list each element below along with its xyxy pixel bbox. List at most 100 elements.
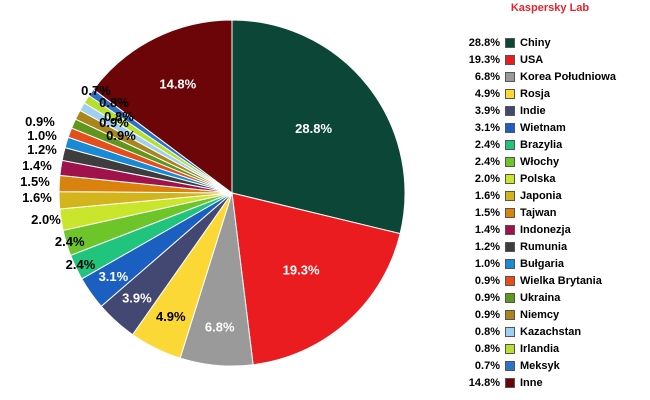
legend-item-14: 1.0% Bułgaria: [440, 255, 645, 272]
legend-swatch: [505, 122, 515, 133]
legend-value: 19.3%: [468, 53, 500, 66]
legend-item-17: 0.9% Niemcy: [440, 306, 645, 323]
legend-swatch: [505, 241, 515, 252]
legend-swatch: [505, 292, 515, 303]
data-label-8: 2.4%: [55, 234, 85, 249]
legend-item-21: 14.8% Inne: [440, 374, 645, 391]
legend-label: Japonia: [520, 189, 562, 202]
legend-item-10: 1.6% Japonia: [440, 187, 645, 204]
legend-label: Meksyk: [520, 359, 560, 372]
legend-value: 1.5%: [474, 206, 500, 219]
pie-chart: 28.8%19.3%6.8%4.9%3.9%3.1%2.4%2.4%2.0%1.…: [20, 19, 406, 367]
legend-value: 3.1%: [474, 121, 500, 134]
legend-value: 1.4%: [474, 223, 500, 236]
legend-label: Włochy: [520, 155, 560, 168]
legend-swatch: [505, 88, 515, 99]
legend-item-8: 2.4% Włochy: [440, 153, 645, 170]
legend-label: Korea Południowa: [520, 70, 616, 83]
legend-label: Tajwan: [520, 206, 557, 219]
legend-item-19: 0.8% Irlandia: [440, 340, 645, 357]
legend-value: 2.0%: [474, 172, 500, 185]
legend-label: Indie: [520, 104, 546, 117]
legend-label: Kazachstan: [520, 325, 582, 338]
legend-label: Chiny: [520, 36, 551, 49]
legend-value: 4.9%: [474, 87, 500, 100]
legend-item-13: 1.2% Rumunia: [440, 238, 645, 255]
data-label-19: 0.8%: [99, 95, 129, 110]
legend-swatch: [505, 71, 515, 82]
data-label-21: 14.8%: [159, 77, 196, 92]
legend-value: 0.8%: [474, 325, 500, 338]
legend-swatch: [505, 326, 515, 337]
legend-label: Ukraina: [520, 291, 561, 304]
legend-value: 0.9%: [474, 308, 500, 321]
legend-value: 28.8%: [468, 36, 500, 49]
data-label-9: 2.0%: [31, 212, 61, 227]
data-label-3: 6.8%: [205, 319, 235, 334]
legend-swatch: [505, 309, 515, 320]
legend-item-4: 4.9% Rosja: [440, 85, 645, 102]
legend-value: 1.6%: [474, 189, 500, 202]
data-label-14: 1.0%: [27, 128, 57, 143]
legend-value: 2.4%: [474, 155, 500, 168]
legend-item-20: 0.7% Meksyk: [440, 357, 645, 374]
legend-label: Inne: [520, 376, 543, 389]
legend-item-15: 0.9% Wielka Brytania: [440, 272, 645, 289]
legend: 28.8% Chiny 19.3% USA 6.8% Korea Południowa 4.…: [440, 34, 645, 391]
data-label-16: 0.9%: [106, 128, 136, 143]
legend-value: 14.8%: [468, 376, 500, 389]
pie-slices: [58, 19, 406, 367]
legend-label: Rumunia: [520, 240, 568, 253]
data-label-15: 0.9%: [25, 114, 55, 129]
legend-label: Rosja: [520, 87, 550, 100]
data-label-20: 0.7%: [81, 83, 111, 98]
legend-swatch: [505, 207, 515, 218]
legend-item-18: 0.8% Kazachstan: [440, 323, 645, 340]
legend-value: 2.4%: [474, 138, 500, 151]
legend-value: 6.8%: [474, 70, 500, 83]
legend-label: Brazylia: [520, 138, 563, 151]
legend-label: Wietnam: [520, 121, 566, 134]
legend-value: 0.8%: [474, 342, 500, 355]
data-label-1: 28.8%: [295, 121, 332, 136]
legend-item-3: 6.8% Korea Południowa: [440, 68, 645, 85]
legend-item-1: 28.8% Chiny: [440, 34, 645, 51]
legend-swatch: [505, 190, 515, 201]
legend-item-12: 1.4% Indonezja: [440, 221, 645, 238]
legend-value: 0.9%: [474, 291, 500, 304]
data-label-6: 3.1%: [99, 269, 129, 284]
legend-item-2: 19.3% USA: [440, 51, 645, 68]
data-label-4: 4.9%: [156, 309, 186, 324]
legend-swatch: [505, 173, 515, 184]
data-label-2: 19.3%: [283, 263, 320, 278]
legend-item-6: 3.1% Wietnam: [440, 119, 645, 136]
legend-swatch: [505, 275, 515, 286]
legend-item-9: 2.0% Polska: [440, 170, 645, 187]
legend-swatch: [505, 343, 515, 354]
data-label-18: 0.8%: [104, 109, 134, 124]
legend-item-5: 3.9% Indie: [440, 102, 645, 119]
brand-label: Kaspersky Lab: [510, 2, 590, 14]
legend-swatch: [505, 37, 515, 48]
legend-swatch: [505, 54, 515, 65]
pie-slice-1: [231, 19, 406, 235]
legend-value: 1.0%: [474, 257, 500, 270]
data-label-7: 2.4%: [66, 257, 96, 272]
legend-item-7: 2.4% Brazylia: [440, 136, 645, 153]
pie-slice-2: [231, 192, 401, 366]
data-label-17: 0.9%: [99, 115, 129, 130]
legend-label: Wielka Brytania: [520, 274, 602, 287]
data-label-13: 1.2%: [27, 142, 57, 157]
legend-label: Niemcy: [520, 308, 560, 321]
legend-value: 0.9%: [474, 274, 500, 287]
legend-item-16: 0.9% Ukraina: [440, 289, 645, 306]
legend-label: Polska: [520, 172, 556, 185]
legend-value: 1.2%: [474, 240, 500, 253]
data-label-11: 1.5%: [20, 174, 50, 189]
legend-swatch: [505, 156, 515, 167]
legend-item-11: 1.5% Tajwan: [440, 204, 645, 221]
data-label-10: 1.6%: [22, 190, 52, 205]
legend-label: Indonezja: [520, 223, 571, 236]
legend-swatch: [505, 105, 515, 116]
legend-label: Irlandia: [520, 342, 560, 355]
